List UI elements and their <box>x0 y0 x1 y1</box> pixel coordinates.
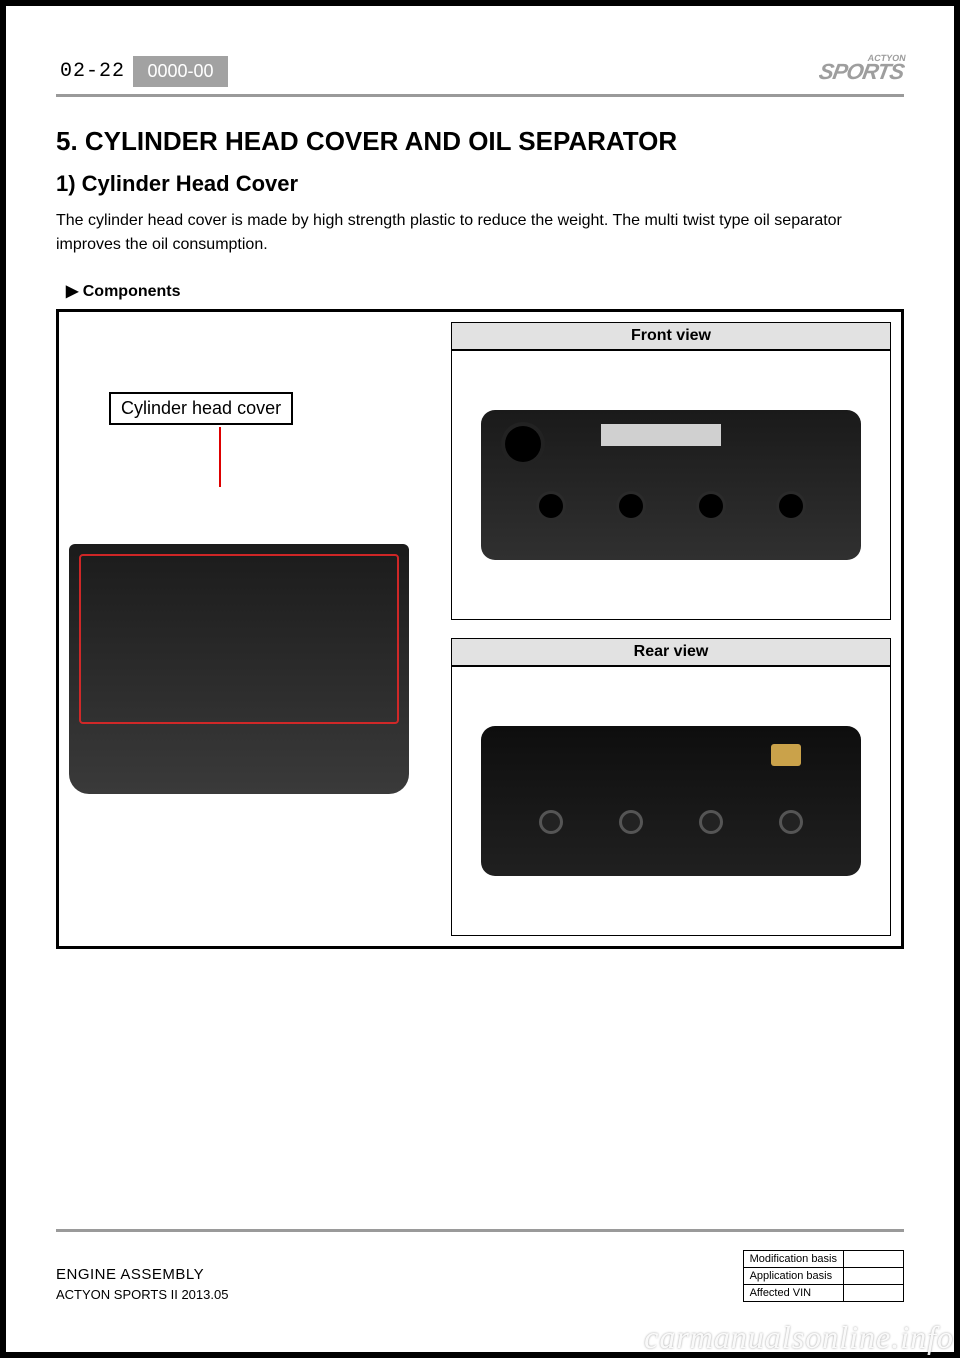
page-footer: ENGINE ASSEMBLY ACTYON SPORTS II 2013.05… <box>56 1250 904 1302</box>
header-rule <box>56 94 904 97</box>
mod-basis-label: Modification basis <box>743 1251 843 1268</box>
page-header: 02-22 0000-00 ACTYON SPORTS <box>56 56 904 86</box>
bolt-holes-row <box>481 494 861 518</box>
app-basis-value <box>844 1268 904 1285</box>
modification-table: Modification basis Application basis Aff… <box>743 1250 904 1302</box>
table-row: Application basis <box>743 1268 903 1285</box>
table-row: Modification basis <box>743 1251 903 1268</box>
footer-rule <box>56 1229 904 1232</box>
front-view-panel: Front view <box>451 322 891 620</box>
figure-right-panels: Front view Rear view <box>451 322 891 936</box>
oil-cap-icon <box>505 426 541 462</box>
mod-basis-value <box>844 1251 904 1268</box>
cover-front-illustration <box>481 410 861 560</box>
app-basis-label: Application basis <box>743 1268 843 1285</box>
engine-photo-main <box>69 544 409 794</box>
rear-view-image <box>451 666 891 936</box>
table-row: Affected VIN <box>743 1285 903 1302</box>
footer-title: ENGINE ASSEMBLY <box>56 1266 228 1283</box>
footer-left: ENGINE ASSEMBLY ACTYON SPORTS II 2013.05 <box>56 1266 228 1302</box>
rear-view-panel: Rear view <box>451 638 891 936</box>
footer-subtitle: ACTYON SPORTS II 2013.05 <box>56 1287 228 1302</box>
brand-logo: ACTYON SPORTS <box>817 54 906 82</box>
watermark-text: carmanualsonline.info <box>644 1319 954 1356</box>
cover-rear-illustration <box>481 726 861 876</box>
figure-container: Cylinder head cover Front view <box>56 309 904 949</box>
sticker-icon <box>601 424 721 446</box>
callout-label: Cylinder head cover <box>109 392 293 425</box>
section-code: 0000-00 <box>133 56 227 87</box>
components-heading: Components <box>66 281 904 301</box>
callout-leader-line <box>219 427 221 487</box>
content-area: 5. CYLINDER HEAD COVER AND OIL SEPARATOR… <box>56 126 904 949</box>
page: 02-22 0000-00 ACTYON SPORTS 5. CYLINDER … <box>6 6 954 1352</box>
subsection-title: 1) Cylinder Head Cover <box>56 171 904 197</box>
section-title: 5. CYLINDER HEAD COVER AND OIL SEPARATOR <box>56 126 904 157</box>
brand-large: SPORTS <box>817 59 905 84</box>
body-paragraph: The cylinder head cover is made by high … <box>56 209 904 257</box>
figure-left-panel: Cylinder head cover <box>69 322 439 936</box>
front-view-image <box>451 350 891 620</box>
affected-vin-value <box>844 1285 904 1302</box>
bolt-holes-row-rear <box>481 810 861 834</box>
rear-view-label: Rear view <box>451 638 891 666</box>
page-number: 02-22 <box>56 56 133 87</box>
front-view-label: Front view <box>451 322 891 350</box>
affected-vin-label: Affected VIN <box>743 1285 843 1302</box>
